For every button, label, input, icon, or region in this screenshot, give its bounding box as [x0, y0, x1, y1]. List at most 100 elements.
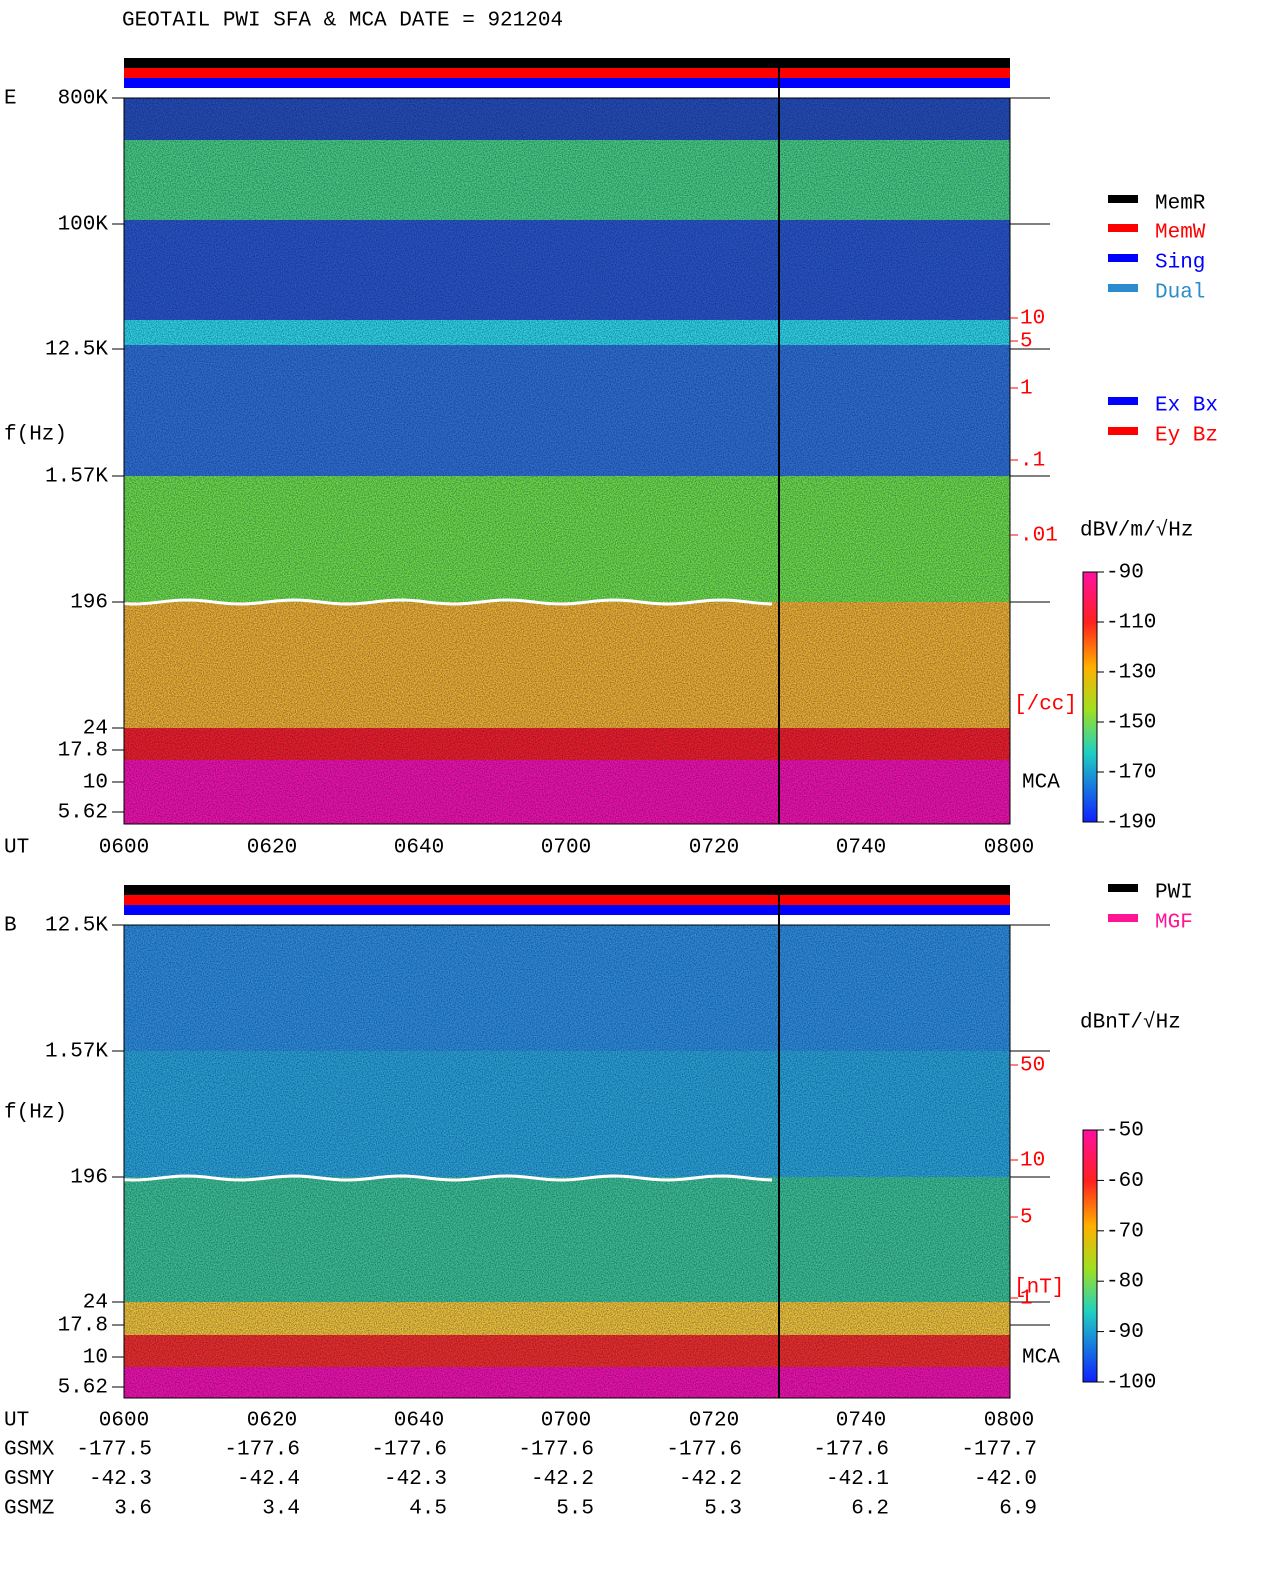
spectrogram-noise [124, 98, 1010, 824]
orbit-value: -177.6 [371, 1439, 447, 1462]
spectrogram-noise [124, 925, 1010, 1398]
x-tick-label: 0740 [836, 1410, 886, 1433]
x-tick-label: 0720 [689, 837, 739, 860]
density-tick-label: 5 [1020, 1207, 1033, 1230]
orbit-value: -177.6 [666, 1439, 742, 1462]
y-tick-label: 1.57K [45, 466, 108, 489]
y-tick-label: 196 [70, 1167, 108, 1190]
y-tick-label: 196 [70, 592, 108, 615]
status-bar [124, 68, 1010, 78]
legend-swatch [1108, 254, 1138, 262]
density-tick-label: 1 [1020, 1288, 1033, 1311]
orbit-value: -177.7 [961, 1439, 1037, 1462]
colorbar-tick-label: -150 [1106, 712, 1156, 735]
plot-frame [123, 97, 1011, 825]
y-tick-label: 800K [58, 88, 109, 111]
x-tick-label: 0640 [394, 1410, 444, 1433]
status-bar [124, 58, 1010, 68]
orbit-value: -42.2 [679, 1468, 742, 1491]
legend-swatch [1108, 914, 1138, 922]
colorbar-tick-label: -100 [1106, 1372, 1156, 1395]
orbit-value: -42.0 [974, 1468, 1037, 1491]
x-tick-label: 0600 [99, 1410, 149, 1433]
colorbar-unit: dBV/m/√Hz [1080, 519, 1193, 543]
density-tick-label: 5 [1020, 331, 1033, 354]
x-tick-label: 0620 [247, 1410, 297, 1433]
colorbar [1082, 1129, 1098, 1383]
legend-label: Sing [1155, 252, 1205, 275]
x-tick-label: 0700 [541, 1410, 591, 1433]
status-bar [124, 78, 1010, 88]
y-tick-label: 1.57K [45, 1041, 108, 1064]
orbit-value: 5.5 [556, 1498, 594, 1521]
x-tick-label: 0800 [984, 1410, 1034, 1433]
x-axis-label: UT [4, 837, 29, 860]
x-tick-label: 0700 [541, 837, 591, 860]
density-unit: [nT] [1014, 1277, 1064, 1300]
orbit-value: -42.3 [384, 1468, 447, 1491]
x-axis-label: UT [4, 1410, 29, 1433]
colorbar [1082, 571, 1098, 823]
density-unit: [/cc] [1014, 694, 1077, 717]
density-tick-label: 1 [1020, 378, 1033, 401]
status-bar [124, 885, 1010, 895]
y-tick-label: 24 [83, 718, 108, 741]
colorbar-tick-label: -70 [1106, 1220, 1144, 1243]
orbit-value: -177.5 [76, 1439, 152, 1462]
colorbar-tick-label: -190 [1106, 812, 1156, 835]
orbit-value: -42.3 [89, 1468, 152, 1491]
legend-label: Ey Bz [1155, 425, 1218, 448]
y-tick-label: 24 [83, 1292, 108, 1315]
legend-label: MemR [1155, 193, 1206, 216]
orbit-value: -177.6 [224, 1439, 300, 1462]
density-tick-label: 10 [1020, 1150, 1045, 1173]
orbit-label: GSMY [4, 1468, 55, 1491]
panel-label: E [4, 88, 17, 111]
density-tick-label: .01 [1020, 525, 1058, 548]
legend-label: PWI [1155, 882, 1193, 905]
y-tick-label: 17.8 [58, 740, 108, 763]
y-tick-label: 100K [58, 214, 109, 237]
y-tick-label: 12.5K [45, 915, 108, 938]
orbit-value: -42.4 [237, 1468, 300, 1491]
y-tick-label: 5.62 [58, 1377, 108, 1400]
orbit-value: 3.4 [262, 1498, 300, 1521]
x-tick-label: 0640 [394, 837, 444, 860]
legend-swatch [1108, 397, 1138, 405]
y-tick-label: 5.62 [58, 802, 108, 825]
orbit-value: -42.2 [531, 1468, 594, 1491]
x-tick-label: 0740 [836, 837, 886, 860]
legend-swatch [1108, 224, 1138, 232]
y-tick-label: 10 [83, 772, 108, 795]
x-tick-label: 0620 [247, 837, 297, 860]
colorbar-tick-label: -90 [1106, 1321, 1144, 1344]
orbit-value: -42.1 [826, 1468, 889, 1491]
orbit-value: 6.2 [851, 1498, 889, 1521]
plasma-line [123, 598, 773, 606]
x-tick-label: 0600 [99, 837, 149, 860]
plasma-line [123, 1174, 773, 1182]
title: GEOTAIL PWI SFA & MCA DATE = 921204 [122, 10, 563, 33]
colorbar-tick-label: -50 [1106, 1120, 1144, 1143]
colorbar-tick-label: -170 [1106, 762, 1156, 785]
legend-swatch [1108, 427, 1138, 435]
colorbar-tick-label: -90 [1106, 562, 1144, 585]
colorbar-tick-label: -80 [1106, 1271, 1144, 1294]
density-tick-label: 10 [1020, 308, 1045, 331]
y-tick-label: 17.8 [58, 1315, 108, 1338]
status-bar [124, 895, 1010, 905]
colorbar-tick-label: -60 [1106, 1170, 1144, 1193]
colorbar-unit: dBnT/√Hz [1080, 1011, 1181, 1035]
orbit-value: 6.9 [999, 1498, 1037, 1521]
legend-swatch [1108, 284, 1138, 292]
y-axis-label: f(Hz) [4, 1102, 67, 1125]
orbit-label: GSMX [4, 1439, 55, 1462]
orbit-value: 5.3 [704, 1498, 742, 1521]
y-tick-label: 10 [83, 1347, 108, 1370]
orbit-value: 4.5 [409, 1498, 447, 1521]
orbit-label: GSMZ [4, 1498, 54, 1521]
legend-swatch [1108, 884, 1138, 892]
density-tick-label: 50 [1020, 1055, 1045, 1078]
